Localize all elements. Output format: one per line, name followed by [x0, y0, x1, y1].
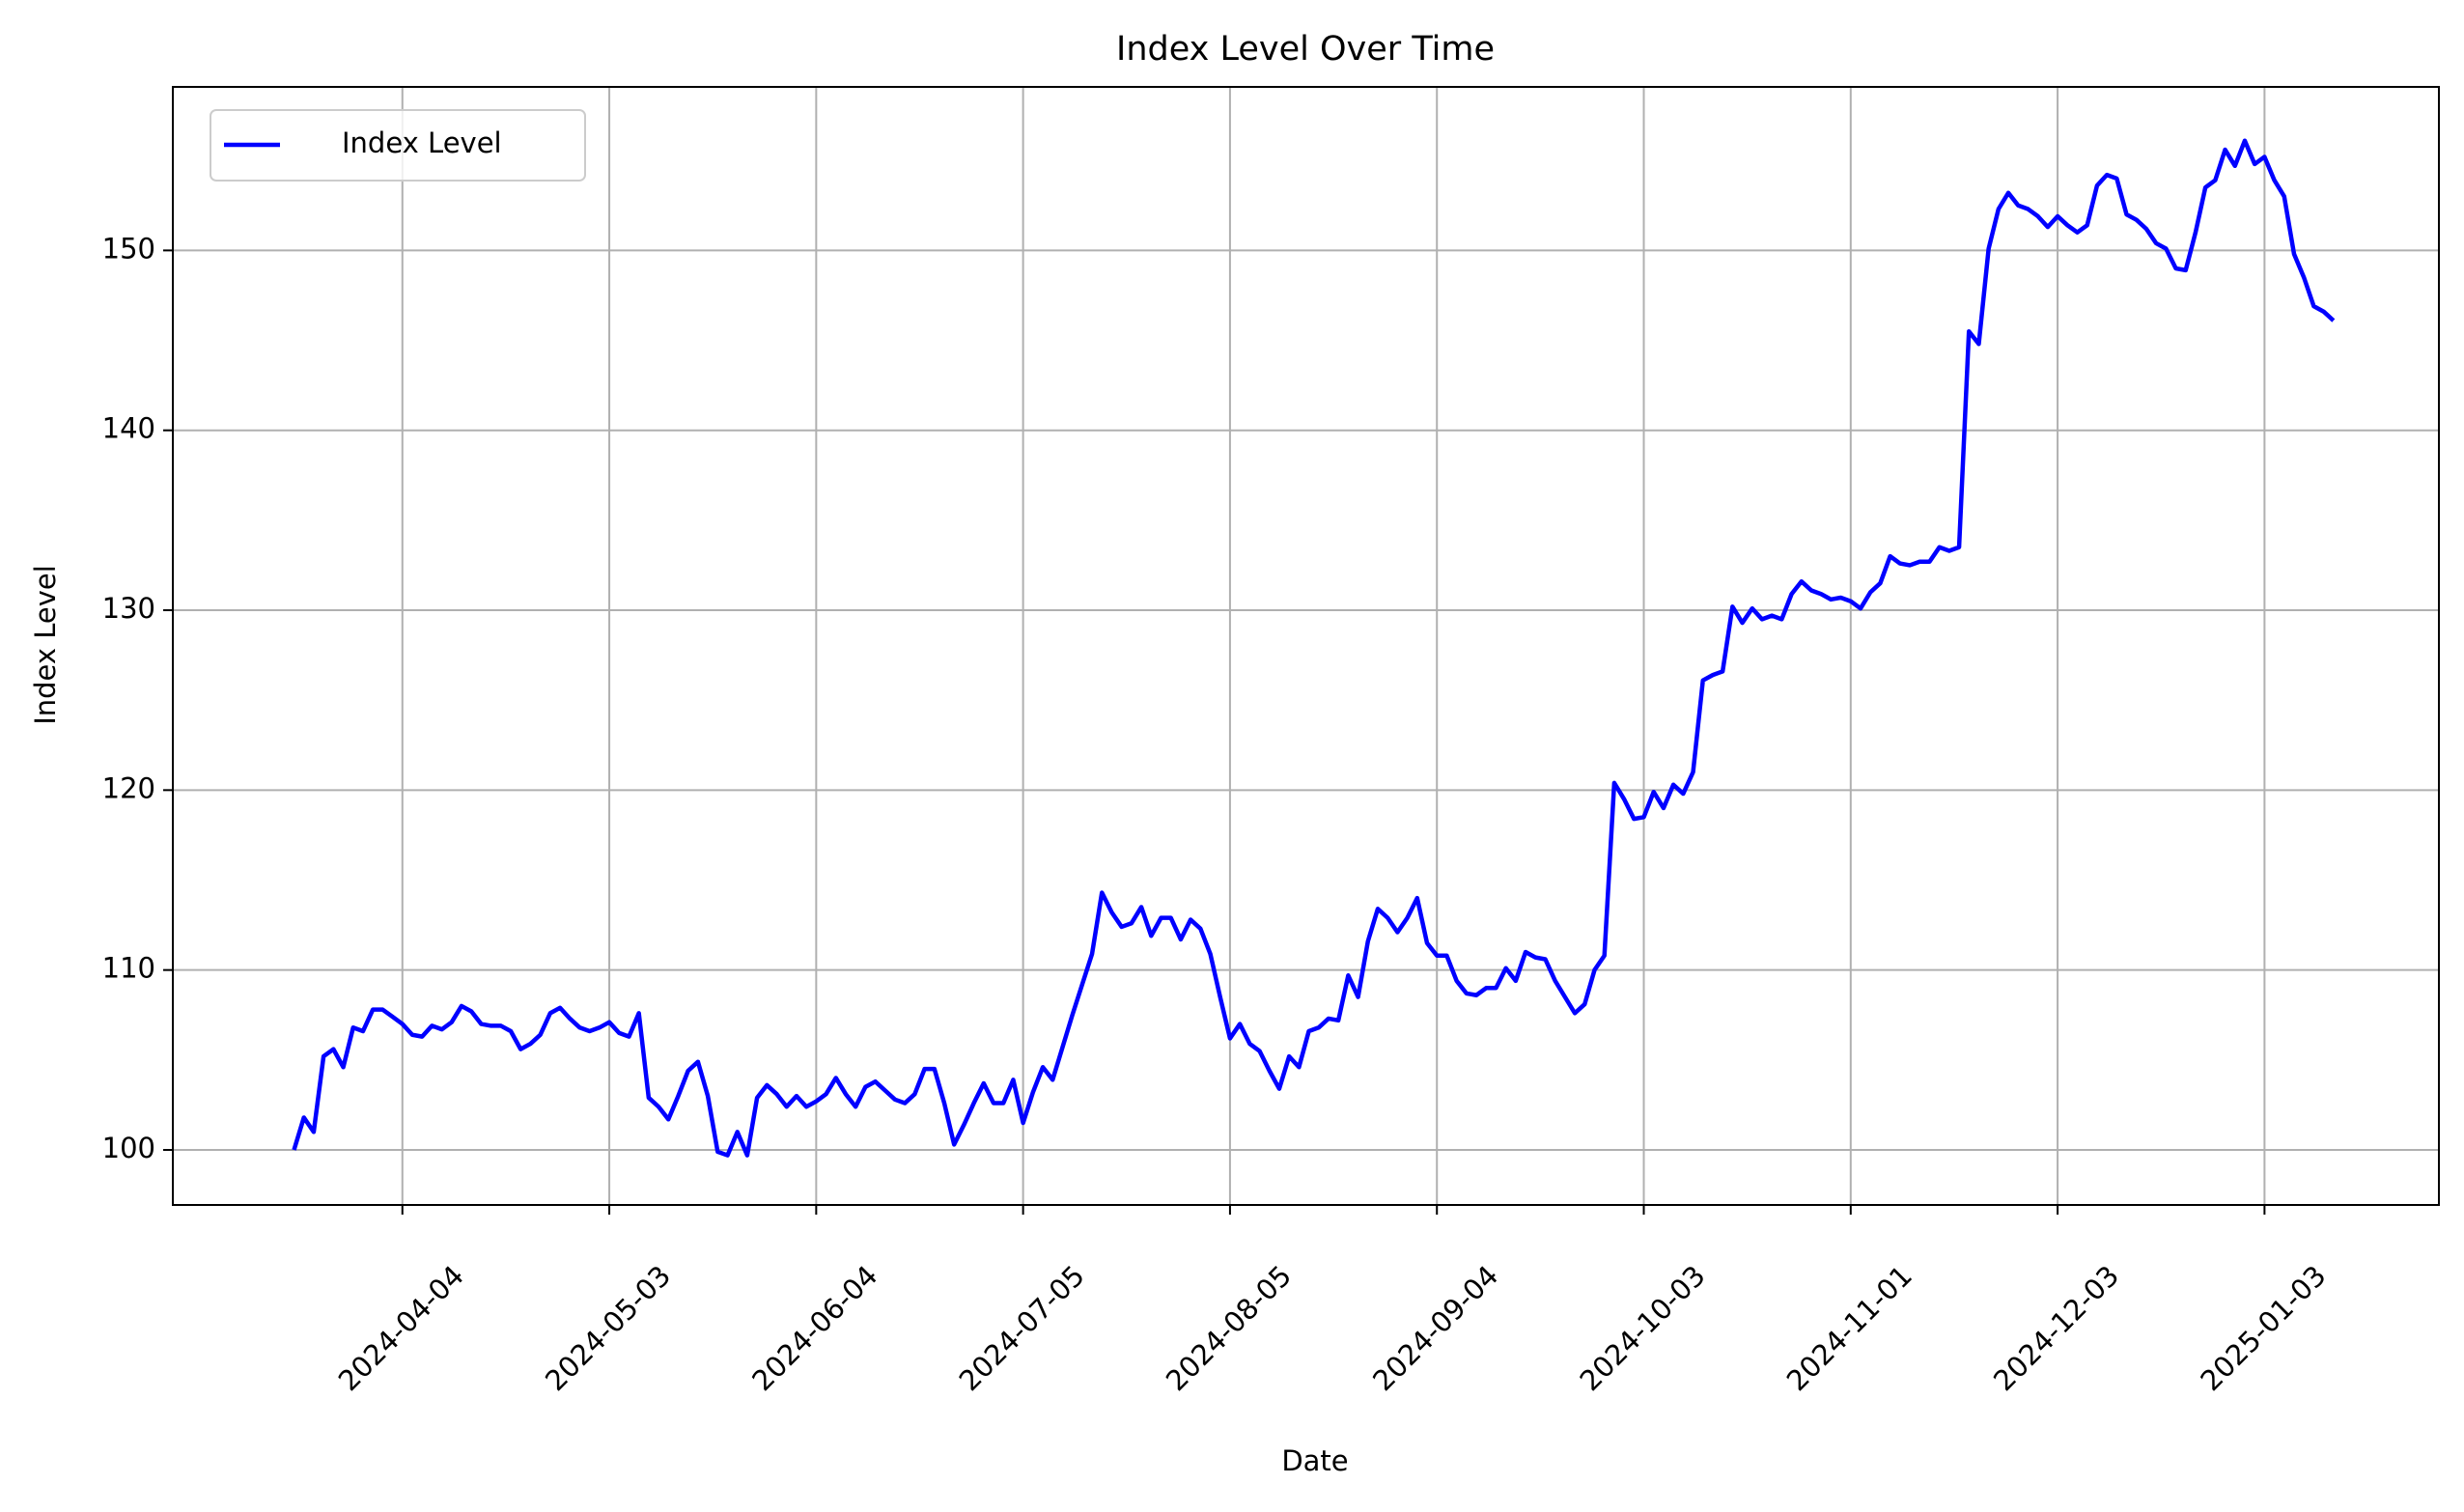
x-tick-label: 2024-12-03: [1987, 1259, 2125, 1397]
x-tick-label: 2025-01-03: [2194, 1259, 2332, 1397]
y-tick-label: 110: [102, 952, 155, 985]
y-axis-label: Index Level: [29, 565, 62, 725]
y-tick-label: 120: [102, 771, 155, 804]
y-tick-label: 130: [102, 592, 155, 625]
chart-title: Index Level Over Time: [1116, 30, 1495, 69]
x-tick-label: 2024-10-03: [1573, 1259, 1711, 1397]
legend-label: Index Level: [342, 126, 502, 159]
x-tick-label: 2024-08-05: [1160, 1259, 1298, 1397]
x-tick-label: 2024-07-05: [953, 1259, 1091, 1397]
x-tick-label: 2024-06-04: [745, 1259, 883, 1397]
data-line: [292, 138, 2336, 1158]
y-tick-label: 100: [102, 1132, 155, 1164]
x-tick-label: 2024-11-01: [1780, 1259, 1918, 1397]
y-tick-label: 140: [102, 412, 155, 445]
y-tick-label: 150: [102, 232, 155, 265]
legend-box: [210, 109, 586, 182]
x-tick-label: 2024-09-04: [1366, 1259, 1504, 1397]
x-tick-label: 2024-05-03: [539, 1259, 677, 1397]
x-axis-label: Date: [1281, 1444, 1348, 1477]
axes-frame: [172, 86, 2440, 1206]
x-tick-label: 2024-04-04: [332, 1259, 470, 1397]
